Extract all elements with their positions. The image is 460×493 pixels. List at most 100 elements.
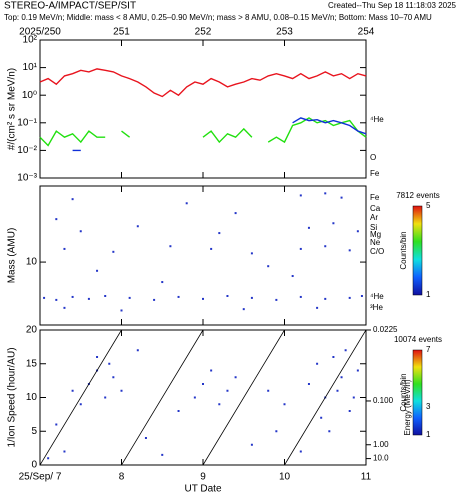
point	[104, 396, 107, 399]
point	[356, 230, 359, 233]
x-axis-label: UT Date	[184, 484, 221, 493]
point	[291, 275, 294, 278]
x-tick-label: 9	[200, 472, 206, 483]
y-tick-label: 10	[26, 257, 38, 268]
point	[63, 450, 66, 453]
point	[348, 296, 351, 299]
y-tick-label: 10²	[23, 35, 38, 46]
y-tick-label: 10	[26, 392, 38, 403]
point	[169, 245, 172, 248]
point	[136, 225, 139, 228]
legend-label: ⁴He	[370, 115, 384, 124]
y-axis-label: Mass (AMU)	[7, 228, 18, 284]
species-label: C/O	[370, 247, 384, 256]
point	[332, 222, 335, 225]
y-tick-label: 10⁻²	[17, 145, 37, 156]
point	[87, 297, 90, 300]
point	[324, 192, 327, 195]
point	[250, 296, 253, 299]
x-tick-label: 251	[113, 27, 130, 38]
point	[299, 247, 302, 250]
point	[43, 296, 46, 299]
y2-axis-label: Energy (MeV/n)	[403, 379, 412, 435]
colorbar-tick-label: 5	[426, 201, 431, 210]
plot-frame	[39, 39, 367, 179]
y-tick-label: 5	[31, 426, 37, 437]
y-tick-label: 0	[31, 460, 37, 471]
colorbar	[412, 205, 423, 296]
y2-tick-label: 10.0	[373, 454, 389, 463]
point	[71, 295, 74, 298]
y-tick-label: 20	[26, 325, 38, 336]
point	[108, 362, 111, 365]
point	[283, 403, 286, 406]
point	[332, 356, 335, 358]
created: Created--Thu Sep 18 11:18:03 2025	[328, 1, 456, 10]
point	[316, 306, 319, 309]
point	[104, 294, 107, 297]
y-axis-label: #/(cm² s sr MeV/n)	[7, 68, 18, 150]
point	[299, 194, 302, 197]
legend-label: O	[370, 153, 376, 162]
point	[63, 306, 66, 309]
y-tick-label: 10⁻³	[17, 173, 37, 184]
point	[267, 389, 270, 392]
species-label: Mg	[370, 230, 381, 239]
y-tick-label: 10⁰	[22, 90, 37, 101]
point	[144, 437, 147, 439]
point	[275, 430, 278, 433]
colorbar	[412, 349, 423, 436]
x-tick-label: 252	[195, 27, 212, 38]
point	[340, 376, 343, 379]
point	[128, 296, 131, 299]
point	[307, 383, 310, 385]
y-tick-label: 10¹	[23, 62, 38, 73]
series-line	[39, 117, 367, 147]
point	[177, 295, 180, 298]
colorbar-label: Counts/bin	[399, 373, 408, 411]
point	[153, 298, 156, 301]
point	[348, 249, 351, 252]
point	[55, 218, 58, 221]
point	[344, 349, 347, 352]
point	[226, 294, 229, 297]
point	[210, 369, 213, 372]
series-line	[39, 68, 367, 98]
guide-line	[121, 330, 204, 465]
point	[336, 389, 339, 392]
point	[55, 423, 58, 426]
point	[136, 349, 139, 352]
point	[218, 232, 221, 235]
species-label: ⁴He	[370, 292, 384, 301]
point	[120, 389, 123, 392]
species-label: Ne	[370, 238, 381, 247]
point	[112, 376, 115, 379]
point	[320, 416, 323, 419]
point	[307, 226, 310, 229]
point	[79, 230, 82, 233]
point	[352, 396, 355, 399]
point	[161, 281, 164, 284]
point	[63, 247, 66, 250]
point	[177, 410, 180, 412]
point	[185, 202, 188, 205]
x-tick-label: 10	[279, 472, 291, 483]
point	[96, 269, 99, 272]
point	[267, 265, 270, 268]
plot-frame	[39, 185, 367, 326]
title: STEREO-A/IMPACT/SEP/SIT	[4, 1, 136, 12]
plot-frame	[39, 329, 367, 466]
point	[71, 198, 74, 201]
point	[218, 403, 221, 406]
point	[161, 453, 164, 456]
point	[96, 356, 99, 358]
point	[299, 295, 302, 298]
x-tick-label: 254	[358, 27, 375, 38]
x-tick-label: 2025/250	[19, 27, 61, 38]
point	[348, 410, 351, 412]
point	[340, 196, 343, 199]
x-tick-label: 11	[361, 472, 372, 483]
point	[328, 430, 331, 433]
colorbar-title: 10074 events	[394, 335, 442, 344]
legend-label: Fe	[370, 169, 380, 178]
